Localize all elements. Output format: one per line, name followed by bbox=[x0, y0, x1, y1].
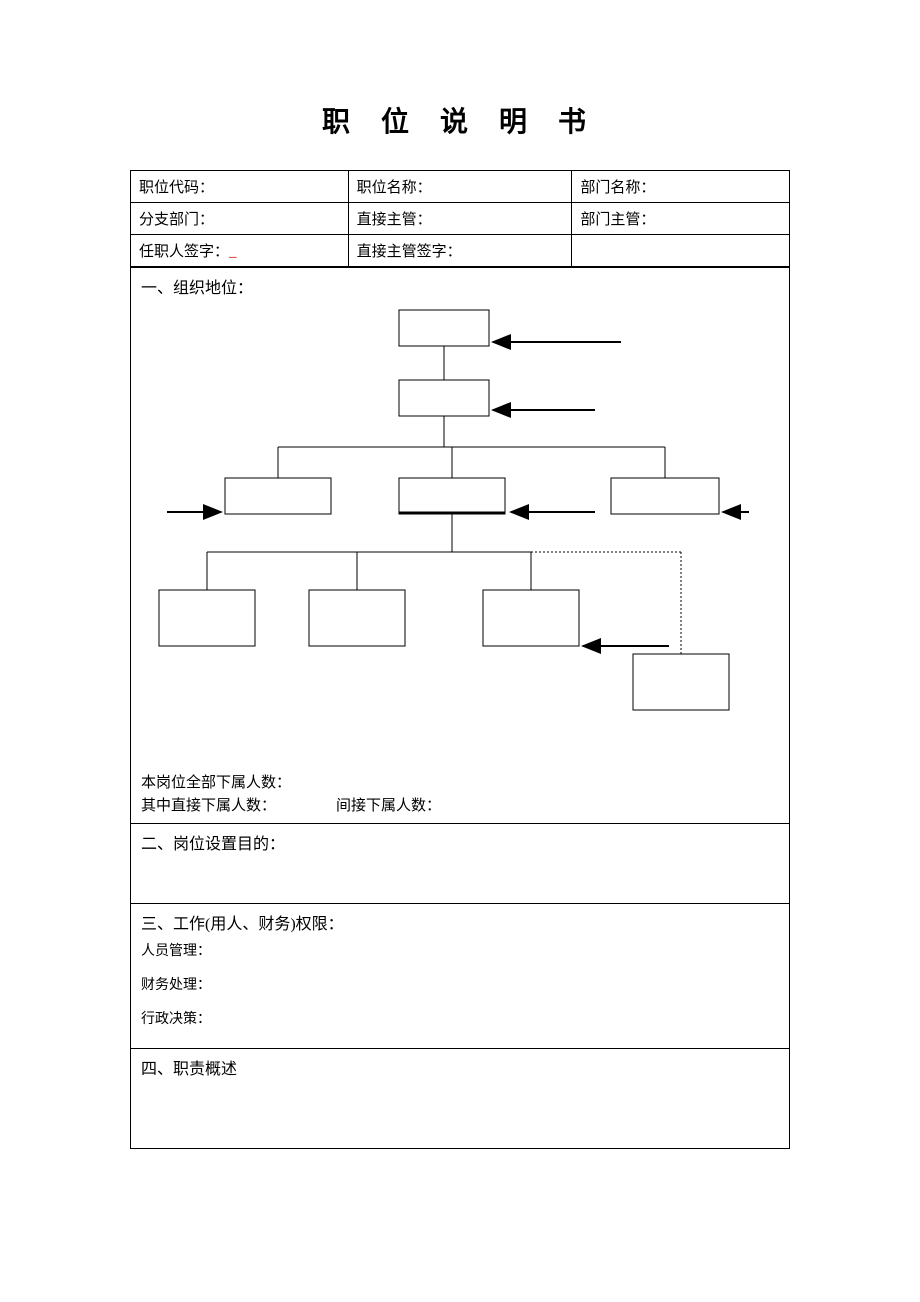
header-table: 职位代码： 职位名称： 部门名称： 分支部门： 直接主管： 部门主管： 任职人签… bbox=[131, 171, 789, 267]
org-chart-svg bbox=[141, 302, 781, 742]
total-subordinates: 本岗位全部下属人数： bbox=[141, 772, 779, 795]
red-underscore-mark: _ bbox=[229, 244, 237, 260]
section1-heading: 一、组织地位： bbox=[141, 274, 779, 298]
cell-direct-supervisor: 直接主管： bbox=[348, 203, 572, 235]
page-title: 职 位 说 明 书 bbox=[130, 100, 790, 140]
perm-admin: 行政决策： bbox=[141, 1008, 779, 1028]
section4-heading: 四、职责概述 bbox=[141, 1055, 779, 1079]
section3-heading: 三、工作(用人、财务)权限： bbox=[141, 910, 779, 934]
cell-position-code: 职位代码： bbox=[131, 171, 348, 203]
perm-personnel: 人员管理： bbox=[141, 940, 779, 960]
section2-heading: 二、岗位设置目的： bbox=[141, 830, 779, 854]
cell-position-name: 职位名称： bbox=[348, 171, 572, 203]
org-chart-container bbox=[141, 302, 779, 772]
section-org-position: 一、组织地位： 本岗位全部下属人数： 其中直接下属人数： 间接下属人数： bbox=[131, 267, 789, 823]
cell-dept-supervisor: 部门主管： bbox=[572, 203, 789, 235]
section-permissions: 三、工作(用人、财务)权限： 人员管理： 财务处理： 行政决策： bbox=[131, 903, 789, 1048]
perm-finance: 财务处理： bbox=[141, 974, 779, 994]
cell-supervisor-sign: 直接主管签字： bbox=[348, 235, 572, 267]
cell-dept-name: 部门名称： bbox=[572, 171, 789, 203]
direct-subordinates: 其中直接下属人数： bbox=[141, 795, 276, 818]
section-purpose: 二、岗位设置目的： bbox=[131, 823, 789, 903]
incumbent-sign-label: 任职人签字： bbox=[139, 244, 229, 260]
cell-branch-dept: 分支部门： bbox=[131, 203, 348, 235]
indirect-subordinates: 间接下属人数： bbox=[336, 795, 441, 818]
section-duties: 四、职责概述 bbox=[131, 1048, 789, 1148]
cell-blank bbox=[572, 235, 789, 267]
cell-incumbent-sign: 任职人签字：_ bbox=[131, 235, 348, 267]
form-container: 职位代码： 职位名称： 部门名称： 分支部门： 直接主管： 部门主管： 任职人签… bbox=[130, 170, 790, 1149]
